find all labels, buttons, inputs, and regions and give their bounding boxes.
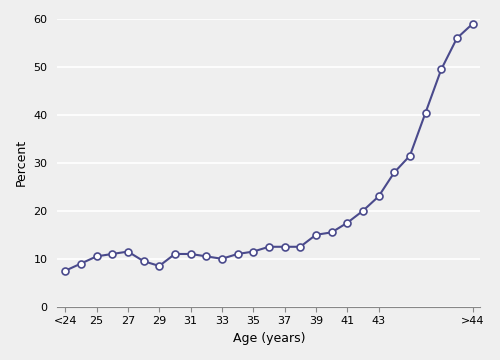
X-axis label: Age (years): Age (years) bbox=[232, 332, 305, 345]
Y-axis label: Percent: Percent bbox=[15, 139, 28, 186]
